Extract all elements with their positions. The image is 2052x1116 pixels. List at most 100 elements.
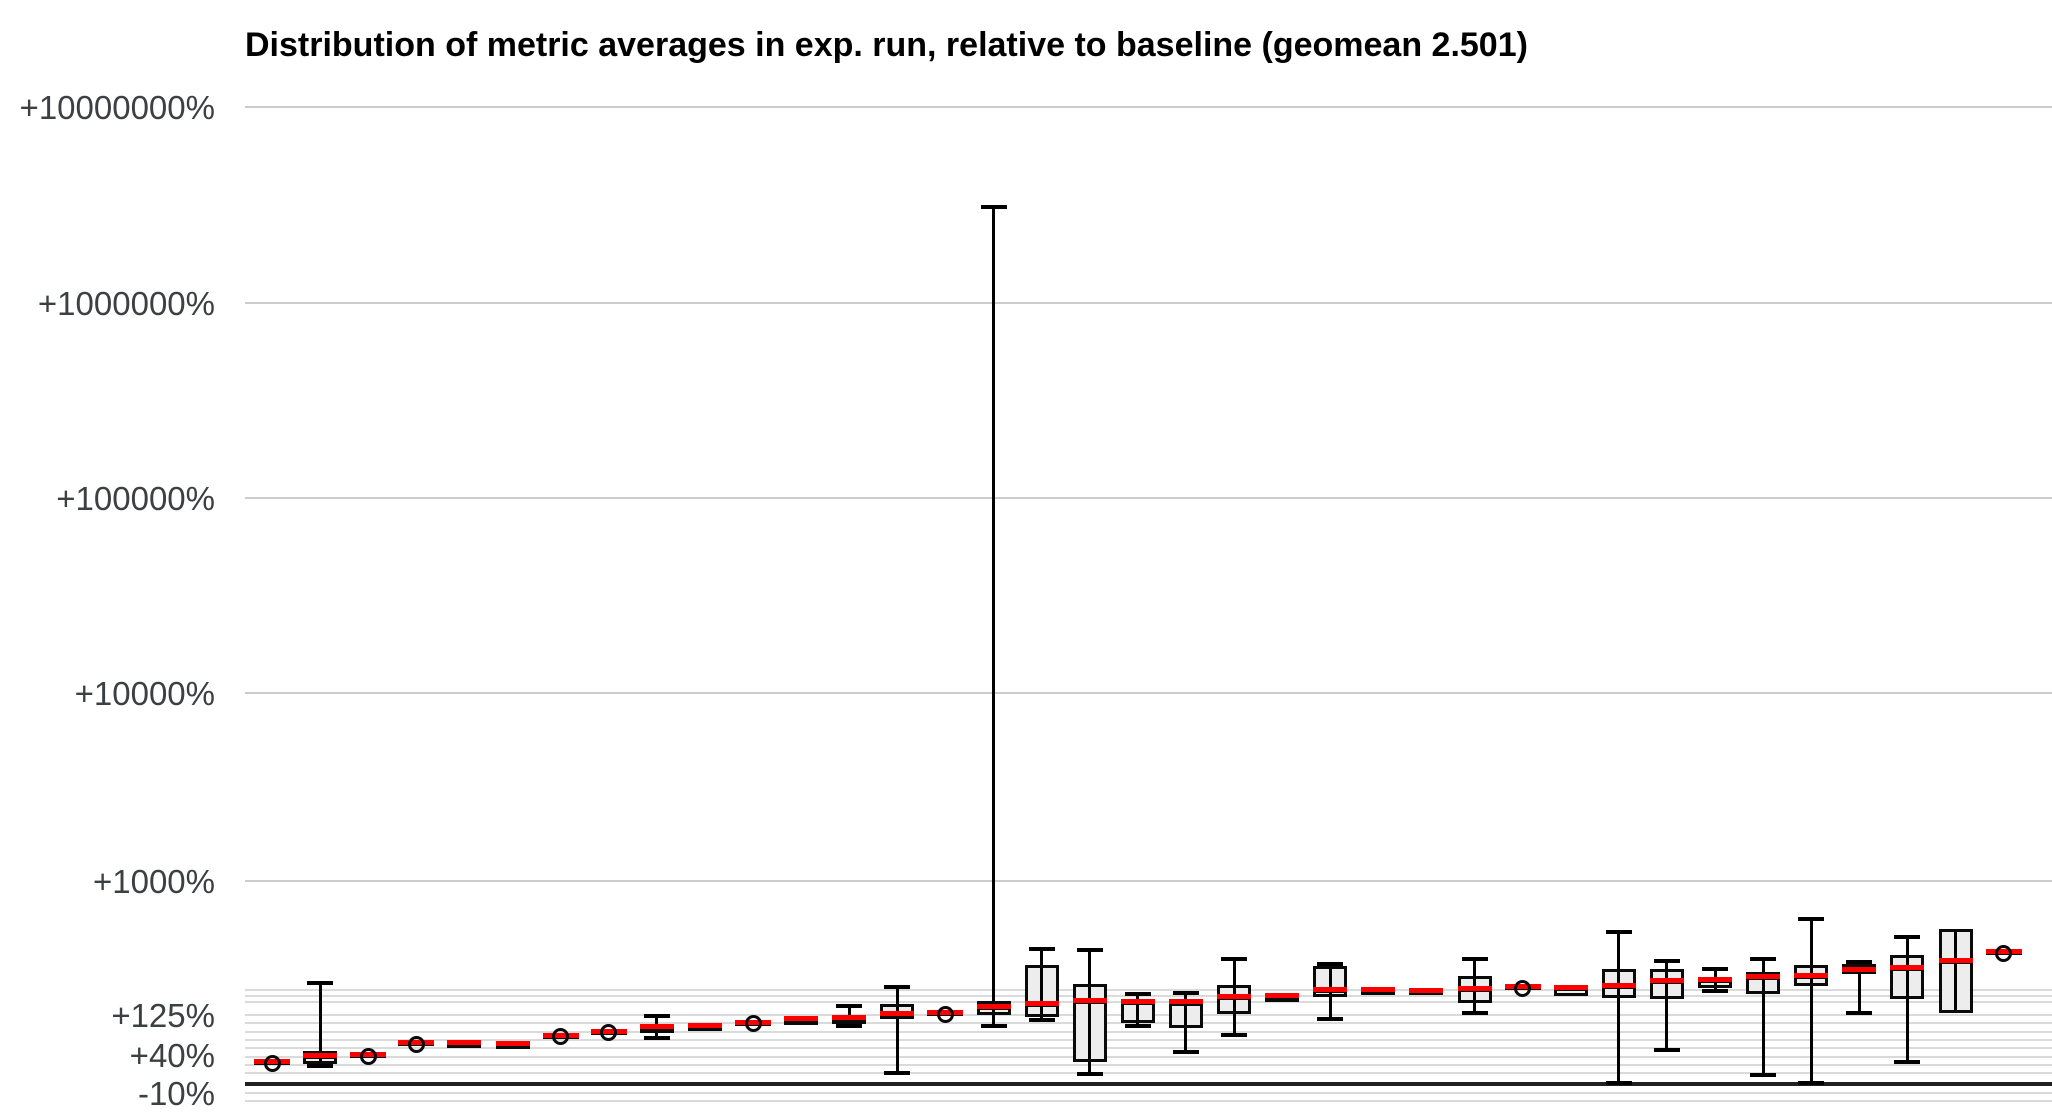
whisker-cap-bottom bbox=[1317, 1017, 1344, 1022]
median-line bbox=[1072, 998, 1107, 1004]
single-value-marker bbox=[552, 1028, 570, 1046]
whisker-cap-bottom bbox=[884, 1070, 911, 1075]
whisker-line-inner bbox=[1088, 987, 1092, 1059]
gridline-minor bbox=[245, 1022, 2052, 1025]
whisker-cap-bottom bbox=[1653, 1048, 1680, 1053]
gridline-minor bbox=[245, 1072, 2052, 1075]
median-line bbox=[1024, 1000, 1059, 1006]
whisker-cap-bottom bbox=[1221, 1032, 1247, 1037]
median-line bbox=[832, 1015, 867, 1021]
gridline-minor bbox=[245, 1063, 2052, 1066]
whisker-line-inner bbox=[1954, 932, 1957, 1011]
median-line bbox=[1794, 972, 1829, 978]
whisker-cap-bottom bbox=[307, 1063, 334, 1068]
whisker-cap-bottom bbox=[1605, 1081, 1632, 1086]
whisker-cap-bottom bbox=[1076, 1072, 1103, 1077]
whisker-cap-top bbox=[1846, 959, 1873, 964]
y-tick-label: +10000% bbox=[74, 674, 215, 712]
median-line bbox=[1457, 985, 1492, 991]
whisker-cap-top bbox=[884, 984, 911, 989]
whisker-line-inner bbox=[1136, 1004, 1140, 1021]
whisker-line-inner bbox=[1761, 974, 1765, 992]
baseline-gridline bbox=[245, 1082, 2052, 1086]
whisker-cap-top bbox=[1653, 958, 1680, 963]
whisker-cap-bottom bbox=[1028, 1018, 1055, 1023]
whisker-cap-bottom bbox=[1172, 1049, 1199, 1054]
whisker-line-inner bbox=[1713, 980, 1717, 986]
whisker-cap-top bbox=[1461, 957, 1488, 962]
whisker-cap-top bbox=[1894, 934, 1921, 939]
single-value-marker bbox=[1514, 979, 1532, 997]
median-line bbox=[976, 1004, 1011, 1010]
median-line bbox=[1217, 994, 1251, 1000]
whisker-cap-bottom bbox=[643, 1035, 670, 1040]
whisker-cap-bottom bbox=[980, 1024, 1007, 1029]
whisker-cap-bottom bbox=[1846, 1010, 1873, 1015]
whisker-cap-top bbox=[1172, 991, 1199, 996]
y-tick-label: +10000000% bbox=[19, 89, 215, 127]
gridline-minor bbox=[245, 1091, 2052, 1094]
whisker-line bbox=[992, 206, 995, 1027]
whisker-cap-bottom bbox=[836, 1024, 863, 1029]
whisker-cap-top bbox=[1750, 957, 1777, 962]
whisker-cap-top bbox=[1702, 967, 1728, 972]
median-line bbox=[1649, 977, 1684, 983]
gridline-major bbox=[245, 106, 2052, 109]
median-line bbox=[1265, 993, 1300, 999]
median-line bbox=[447, 1040, 482, 1046]
gridline-minor bbox=[245, 1047, 2052, 1050]
gridline-major bbox=[245, 497, 2052, 499]
single-value-marker bbox=[263, 1054, 281, 1072]
whisker-cap-bottom bbox=[1894, 1060, 1921, 1065]
whisker-cap-top bbox=[1221, 956, 1247, 961]
whisker-cap-top bbox=[1124, 992, 1151, 997]
whisker-line bbox=[895, 986, 899, 1073]
median-line bbox=[1890, 965, 1925, 971]
median-line bbox=[1938, 957, 1973, 963]
gridline-minor bbox=[245, 1100, 2052, 1103]
whisker-line bbox=[1665, 960, 1669, 1051]
gridline-major bbox=[245, 879, 2052, 882]
median-line bbox=[1698, 976, 1732, 982]
whisker-cap-bottom bbox=[1461, 1010, 1488, 1015]
median-line bbox=[1313, 987, 1348, 993]
whisker-line bbox=[1809, 919, 1813, 1084]
median-line bbox=[1409, 987, 1444, 993]
y-tick-label: +100000% bbox=[56, 480, 215, 517]
whisker-cap-top bbox=[1076, 947, 1103, 952]
single-value-marker bbox=[1995, 944, 2013, 962]
whisker-line bbox=[1905, 936, 1909, 1063]
gridline-minor bbox=[245, 1038, 2052, 1041]
whisker-cap-top bbox=[980, 204, 1007, 209]
whisker-cap-bottom bbox=[1798, 1081, 1825, 1086]
y-tick-label: +1000000% bbox=[37, 284, 215, 322]
whisker-line bbox=[1617, 932, 1621, 1084]
median-line bbox=[1842, 966, 1877, 972]
single-value-marker bbox=[407, 1035, 425, 1053]
gridline-minor bbox=[245, 988, 2052, 991]
median-line bbox=[639, 1024, 674, 1030]
gridline-major bbox=[245, 301, 2052, 304]
single-value-marker bbox=[359, 1047, 377, 1065]
single-value-marker bbox=[936, 1005, 954, 1023]
whisker-cap-top bbox=[836, 1003, 863, 1008]
median-line bbox=[1120, 998, 1155, 1004]
whisker-line bbox=[318, 982, 322, 1066]
median-line bbox=[880, 1010, 915, 1016]
whisker-cap-top bbox=[1605, 930, 1632, 935]
median-line bbox=[784, 1015, 819, 1021]
whisker-line bbox=[1761, 959, 1765, 1076]
median-line bbox=[495, 1040, 530, 1046]
median-line bbox=[1168, 998, 1203, 1004]
y-tick-label: +125% bbox=[111, 997, 215, 1035]
y-tick-label: +1000% bbox=[92, 862, 215, 900]
whisker-line-inner bbox=[1665, 972, 1669, 997]
median-line bbox=[303, 1053, 338, 1059]
whisker-cap-top bbox=[643, 1013, 670, 1018]
whisker-cap-top bbox=[307, 980, 334, 985]
median-line bbox=[1746, 974, 1781, 980]
single-value-marker bbox=[744, 1015, 762, 1033]
gridline-major bbox=[245, 691, 2052, 694]
y-tick-label: -10% bbox=[137, 1074, 215, 1112]
whisker-line-inner bbox=[1328, 969, 1332, 995]
